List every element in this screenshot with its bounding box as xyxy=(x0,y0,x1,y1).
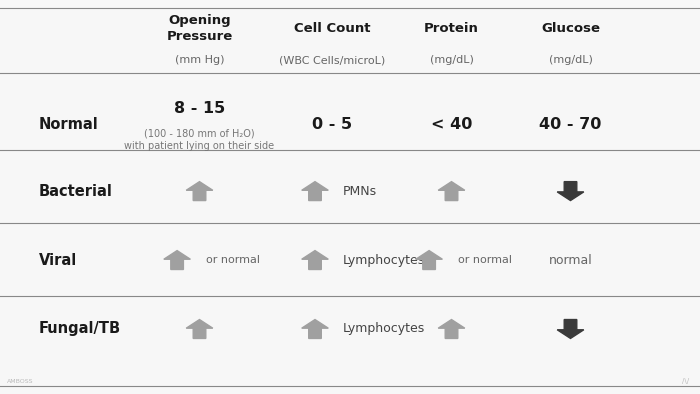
Text: < 40: < 40 xyxy=(430,117,473,132)
Text: (mg/dL): (mg/dL) xyxy=(430,55,473,65)
Text: (WBC Cells/microL): (WBC Cells/microL) xyxy=(279,55,386,65)
FancyArrow shape xyxy=(186,182,213,201)
Text: Lymphocytes: Lymphocytes xyxy=(343,323,426,335)
Text: (mm Hg): (mm Hg) xyxy=(175,55,224,65)
Text: Opening
Pressure: Opening Pressure xyxy=(167,14,232,43)
FancyArrow shape xyxy=(438,320,465,338)
Text: or normal: or normal xyxy=(458,255,512,265)
Text: or normal: or normal xyxy=(206,255,260,265)
FancyArrow shape xyxy=(164,251,190,269)
FancyArrow shape xyxy=(302,320,328,338)
Text: Viral: Viral xyxy=(38,253,77,268)
Text: (mg/dL): (mg/dL) xyxy=(549,55,592,65)
Text: Normal: Normal xyxy=(38,117,98,132)
Text: 8 - 15: 8 - 15 xyxy=(174,101,225,116)
Text: Protein: Protein xyxy=(424,22,479,35)
Text: Fungal/TB: Fungal/TB xyxy=(38,322,120,336)
Text: PMNs: PMNs xyxy=(343,185,377,197)
Text: 0 - 5: 0 - 5 xyxy=(312,117,353,132)
Text: Glucose: Glucose xyxy=(541,22,600,35)
FancyArrow shape xyxy=(438,182,465,201)
Text: (100 - 180 mm of H₂O)
with patient lying on their side: (100 - 180 mm of H₂O) with patient lying… xyxy=(125,128,274,151)
Text: normal: normal xyxy=(549,254,592,266)
Text: Lymphocytes: Lymphocytes xyxy=(343,254,426,266)
FancyArrow shape xyxy=(416,251,442,269)
FancyArrow shape xyxy=(302,182,328,201)
FancyArrow shape xyxy=(557,182,584,201)
FancyArrow shape xyxy=(302,251,328,269)
FancyArrow shape xyxy=(186,320,213,338)
Text: 40 - 70: 40 - 70 xyxy=(539,117,602,132)
Text: /\/: /\/ xyxy=(682,378,690,384)
Text: Bacterial: Bacterial xyxy=(38,184,113,199)
Text: AMBOSS: AMBOSS xyxy=(7,379,34,384)
FancyArrow shape xyxy=(557,320,584,338)
Text: Cell Count: Cell Count xyxy=(294,22,371,35)
